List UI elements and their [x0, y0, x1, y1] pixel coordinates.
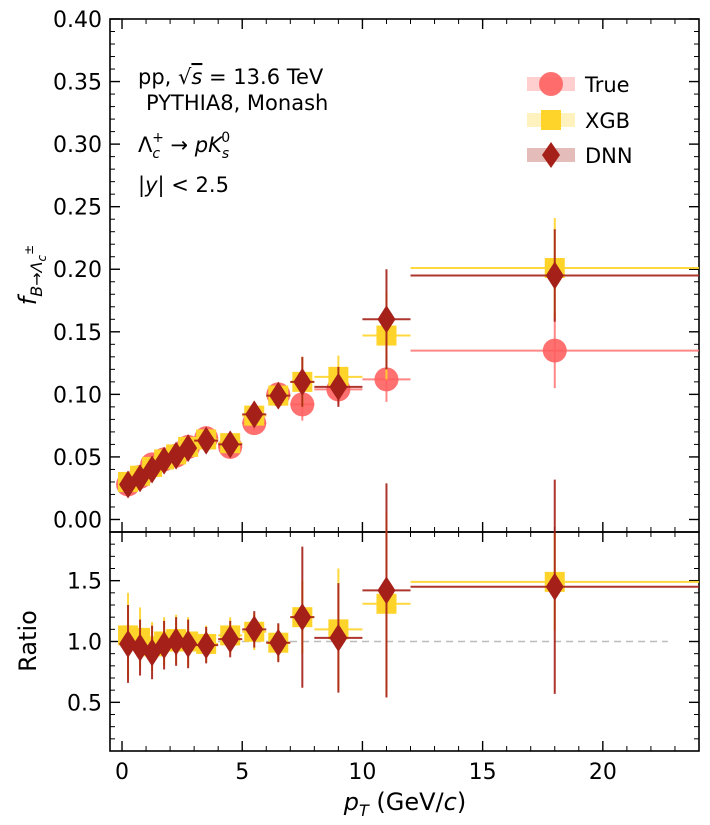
main-dnn-point	[194, 426, 219, 455]
x-tick-label: 15	[469, 760, 497, 785]
ratio-y-axis-title: Ratio	[14, 610, 42, 672]
main-true-point	[410, 313, 699, 389]
legend-dnn-label: DNN	[585, 144, 633, 168]
main-y-tick-label: 0.25	[53, 196, 102, 221]
main-data-points	[116, 217, 699, 499]
main-y-tick-label: 0.15	[53, 321, 102, 346]
main-dnn-point	[179, 434, 198, 463]
main-y-ticks: 0.00 0.05 0.10 0.15 0.20 0.25 0.30 0.35 0.40	[53, 8, 699, 533]
main-y-tick-label: 0.30	[53, 133, 102, 158]
ratio-dnn-point	[119, 605, 138, 683]
ratio-dnn-point	[410, 479, 699, 694]
main-dnn-point	[266, 381, 291, 410]
annotation-collision: pp, √s = 13.6 TeV	[138, 65, 324, 89]
legend-true-marker	[539, 72, 563, 96]
annotation-generator: PYTHIA8, Monash	[146, 91, 328, 115]
main-series-true	[116, 313, 699, 497]
ratio-dnn-point	[218, 620, 243, 658]
ratio-y-tick-label: 1.0	[67, 631, 102, 656]
main-y-tick-label: 0.00	[53, 508, 102, 533]
main-y-tick-label: 0.10	[53, 383, 102, 408]
svg-text:fB→Λc±: fB→Λc±	[14, 245, 49, 305]
main-y-tick-label: 0.35	[53, 71, 102, 96]
legend-true-label: True	[584, 73, 630, 97]
main-series-dnn	[119, 229, 699, 499]
main-dnn-point	[314, 366, 363, 407]
ratio-data-points	[118, 479, 699, 698]
ratio-dnn-point	[314, 583, 363, 693]
x-tick-label: 5	[235, 760, 249, 785]
main-y-tick-label: 0.40	[53, 8, 102, 33]
ratio-y-tick-label: 0.5	[67, 691, 102, 716]
annotation-block: pp, √s = 13.6 TeV PYTHIA8, Monash Λc+ → …	[138, 65, 328, 198]
annotation-rapidity: |y| < 2.5	[138, 173, 229, 198]
x-axis-title: pT (GeV/c)	[343, 788, 466, 820]
legend: True XGB DNN	[527, 72, 633, 168]
main-dnn-point	[242, 400, 267, 429]
ratio-series-xgb	[118, 512, 699, 696]
ratio-dnn-point	[167, 617, 186, 666]
legend-entry-dnn: DNN	[527, 142, 633, 168]
ratio-dnn-point	[179, 619, 198, 669]
main-y-tick-label: 0.05	[53, 446, 102, 471]
ratio-series-dnn	[119, 479, 699, 698]
main-dnn-point	[410, 229, 699, 322]
main-y-tick-label: 0.20	[53, 258, 102, 283]
legend-entry-xgb: XGB	[527, 109, 630, 133]
ratio-dnn-point	[155, 620, 174, 670]
x-tick-label: 10	[348, 760, 376, 785]
legend-dnn-marker	[542, 142, 560, 168]
ratio-y-ticks: 0.5 1.0 1.5	[67, 543, 699, 740]
ratio-y-tick-label: 1.5	[67, 570, 102, 595]
main-y-axis-title: fB→Λc±	[14, 245, 49, 305]
x-ticks: 0 5 10 15 20	[115, 19, 700, 785]
legend-entry-true: True	[527, 72, 630, 97]
ratio-dnn-point	[362, 483, 411, 698]
ratio-dnn-point	[194, 626, 219, 664]
ratio-dnn-point	[266, 623, 291, 663]
legend-xgb-label: XGB	[585, 109, 630, 133]
ratio-dnn-point	[290, 546, 315, 688]
main-dnn-point	[218, 430, 243, 459]
ratio-dnn-point	[242, 611, 267, 648]
x-tick-label: 0	[115, 760, 129, 785]
main-dnn-point	[290, 356, 315, 407]
main-dnn-point	[362, 269, 411, 370]
legend-xgb-marker	[541, 110, 561, 130]
x-tick-label: 20	[589, 760, 617, 785]
annotation-decay: Λc+ → pKs0	[138, 130, 230, 162]
